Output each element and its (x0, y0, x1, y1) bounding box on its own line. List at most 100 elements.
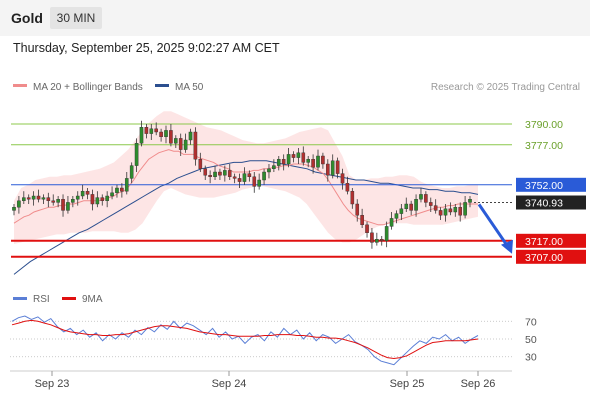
forecast-arrow-head (501, 239, 513, 254)
x-tick-label: Sep 26 (461, 378, 496, 390)
candle-body (262, 171, 266, 181)
forecast-arrow (477, 203, 513, 254)
candle-body (286, 154, 291, 165)
level-3707-00-label: 3707.00 (525, 252, 563, 264)
candle-body (384, 226, 389, 241)
rsi-tick-70: 70 (525, 316, 537, 328)
candle-body (169, 130, 173, 144)
candle-body (223, 170, 227, 176)
candle-body (394, 213, 399, 219)
candle-body (267, 168, 271, 173)
candle-body (424, 194, 428, 203)
x-tick-label: Sep 25 (390, 378, 425, 390)
candle-body (139, 126, 144, 144)
candle-body (134, 142, 139, 166)
candle-body (291, 154, 296, 158)
candle-body (335, 160, 340, 174)
ma9-legend-label: 9MA (82, 294, 103, 305)
candle-body (41, 197, 46, 200)
candle-body (149, 128, 154, 134)
level-3740-93-tag (516, 195, 586, 210)
candle-body (316, 155, 320, 168)
candle-body (183, 139, 188, 150)
candle-body (61, 198, 65, 211)
candle-body (311, 158, 315, 168)
forecast-arrow-shaft (477, 203, 510, 248)
candle-body (227, 170, 232, 177)
candle-body (272, 165, 276, 170)
candle-body (198, 158, 203, 169)
timeframe-button[interactable]: 30 MIN (50, 7, 102, 29)
ma20-legend-swatch (13, 84, 27, 87)
candle-body (379, 238, 384, 241)
ma20-legend-label: MA 20 + Bollinger Bands (33, 82, 143, 93)
candle-body (428, 202, 433, 206)
candle-body (345, 182, 350, 192)
candle-body (95, 197, 100, 205)
candle-body (468, 198, 472, 203)
candle-body (36, 195, 41, 200)
candle-body (365, 224, 369, 234)
candle-body (105, 195, 109, 202)
candle-body (115, 187, 119, 194)
candle-body (453, 206, 458, 213)
rsi-panel: 70 50 30 (10, 315, 537, 366)
candle-body (110, 192, 114, 197)
candle-body (71, 198, 75, 203)
top-bar: Gold 30 MIN (0, 0, 590, 36)
candle-body (257, 179, 261, 187)
candle-body (443, 208, 448, 216)
level-3717-00-label: 3717.00 (525, 236, 563, 248)
candle-body (414, 198, 418, 211)
level-3752-00-label: 3752.00 (525, 180, 563, 192)
candle-body (247, 173, 252, 178)
candle-body (433, 205, 438, 211)
candle-body (306, 158, 310, 163)
candle-body (22, 197, 26, 202)
candle-body (350, 190, 355, 205)
copyright-text: Research © 2025 Trading Central (431, 82, 580, 93)
level-3752-00-tag (516, 177, 586, 192)
candle-body (301, 152, 306, 163)
candle-body (66, 202, 70, 211)
x-tick-label: Sep 24 (212, 378, 247, 390)
candle-body (218, 171, 222, 176)
candle-body (85, 190, 90, 195)
candle-body (438, 210, 443, 216)
candle-body (389, 218, 394, 227)
candle-body (80, 190, 85, 197)
candle-body (144, 126, 149, 134)
candle-body (458, 206, 462, 216)
candle-body (174, 138, 178, 144)
chart-legend: MA 20 + Bollinger Bands MA 50 Research ©… (13, 82, 580, 93)
candle-body (419, 194, 423, 200)
candle-body (178, 138, 183, 150)
candle-body (399, 208, 404, 214)
rsi-ma9-line (11, 319, 479, 360)
candle-body (296, 152, 301, 158)
rsi-tick-50: 50 (525, 334, 537, 346)
level-3717-00-tag (516, 233, 586, 248)
candle-body (208, 174, 212, 177)
candle-body (154, 128, 158, 133)
candle-body (164, 130, 168, 137)
candle-body (159, 131, 163, 137)
candle-body (370, 232, 374, 243)
candle-body (188, 131, 193, 141)
ma9-legend-swatch (62, 297, 76, 300)
candle-body (237, 178, 242, 182)
candle-body (276, 158, 281, 166)
rsi-legend: RSI 9MA (13, 294, 103, 305)
rsi-legend-label: RSI (33, 294, 50, 305)
candle-body (51, 200, 56, 203)
x-axis: Sep 23 Sep 24 Sep 25 Sep 26 (10, 370, 512, 390)
level-3790-00-label: 3790.00 (525, 119, 563, 131)
symbol-title: Gold (11, 10, 43, 26)
candle-body (448, 208, 453, 213)
ma50-legend-label: MA 50 (175, 82, 204, 93)
rsi-tick-30: 30 (525, 352, 537, 364)
candle-body (232, 176, 237, 179)
candle-body (340, 173, 345, 184)
price-levels (11, 123, 512, 258)
